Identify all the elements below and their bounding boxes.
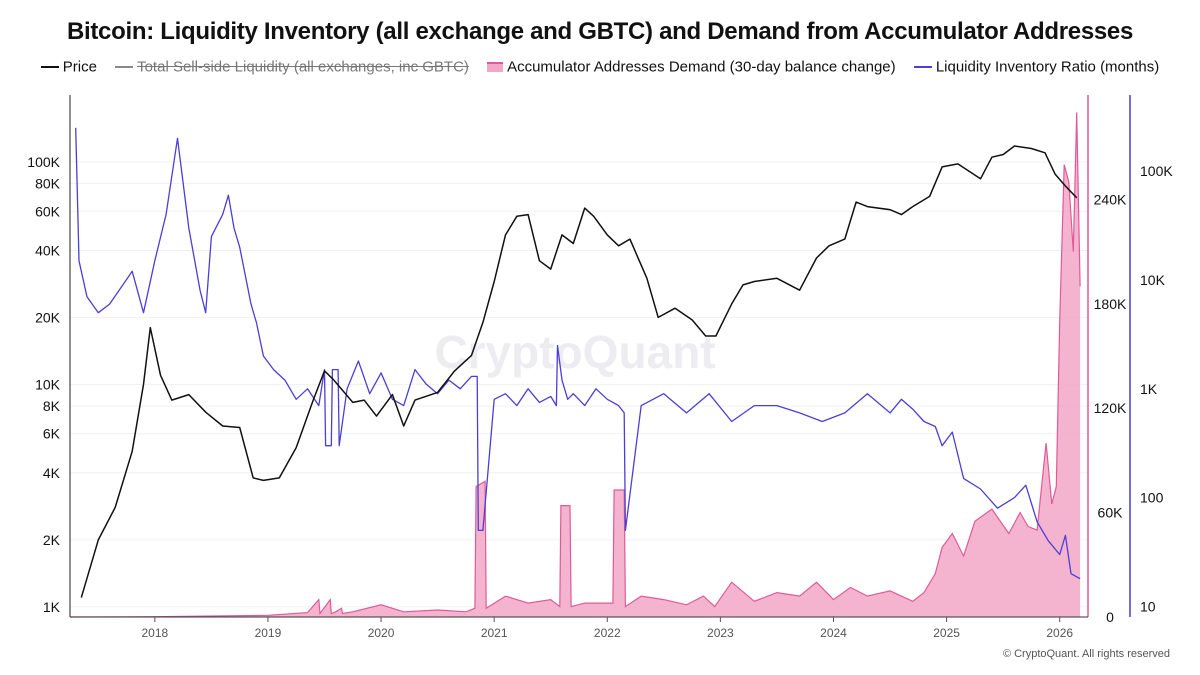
y-left-tick-6K: 6K — [43, 426, 61, 442]
y-right-outer-tick-100K: 100K — [1140, 163, 1173, 179]
legend-item-accumulator-demand[interactable]: Accumulator Addresses Demand (30-day bal… — [487, 58, 896, 76]
y-left-tick-80K: 80K — [35, 176, 61, 192]
inventory-ratio-series — [75, 127, 1081, 580]
watermark: CryptoQuant — [434, 326, 715, 378]
x-tick-2026: 2026 — [1046, 626, 1073, 640]
axes — [69, 95, 1131, 618]
y-right-inner-tick-60K: 60K — [1098, 505, 1124, 521]
y-right-inner-tick-0: 0 — [1106, 609, 1114, 625]
y-right-inner-tick-120K: 120K — [1094, 400, 1127, 416]
y-left-tick-100K: 100K — [27, 154, 60, 170]
legend-item-sell-side-liquidity[interactable]: Total Sell-side Liquidity (all exchanges… — [115, 58, 469, 76]
x-tick-2018: 2018 — [141, 626, 168, 640]
y-left-tick-1K: 1K — [43, 599, 61, 615]
y-right-inner-tick-240K: 240K — [1094, 191, 1127, 207]
y-left-tick-2K: 2K — [43, 532, 61, 548]
y-left-tick-4K: 4K — [43, 465, 61, 481]
x-tick-2022: 2022 — [594, 626, 621, 640]
legend-label-accumulator-demand: Accumulator Addresses Demand (30-day bal… — [507, 58, 896, 76]
y-right-outer-tick-100: 100 — [1140, 490, 1164, 506]
legend-item-price[interactable]: Price — [40, 58, 97, 76]
demand-area — [70, 112, 1081, 618]
chart-title: Bitcoin: Liquidity Inventory (all exchan… — [66, 18, 1134, 45]
y-left-ticks: 1K 2K 4K 6K 8K 10K 20K 40K 60K 80K 100K — [27, 154, 60, 615]
legend-item-inventory-ratio[interactable]: Liquidity Inventory Ratio (months) — [913, 58, 1160, 76]
y-left-tick-8K: 8K — [43, 398, 61, 414]
x-tick-2021: 2021 — [481, 626, 508, 640]
y-right-inner-ticks: 0 60K 120K 180K 240K — [1094, 191, 1127, 625]
y-left-tick-20K: 20K — [35, 309, 61, 325]
price-line — [80, 145, 1078, 598]
legend-swatch-inventory-ratio — [913, 66, 932, 69]
x-tick-2019: 2019 — [255, 626, 282, 640]
copyright-notice: © CryptoQuant. All rights reserved — [1002, 648, 1170, 660]
x-tick-2024: 2024 — [820, 626, 847, 640]
y-right-outer-tick-1K: 1K — [1140, 381, 1158, 397]
x-axis-ticks: 2018 2019 2020 2021 2022 2023 2024 2025 2026 — [141, 617, 1073, 640]
legend-swatch-accumulator-demand — [487, 62, 504, 73]
legend-label-inventory-ratio: Liquidity Inventory Ratio (months) — [935, 58, 1160, 76]
chart-legend: Price Total Sell-side Liquidity (all exc… — [0, 58, 1200, 76]
y-right-inner-tick-180K: 180K — [1094, 296, 1127, 312]
legend-swatch-sell-side-liquidity — [115, 66, 134, 69]
demand-series — [69, 112, 1081, 618]
inventory-ratio-line — [75, 127, 1081, 580]
y-right-outer-tick-10: 10 — [1140, 598, 1156, 614]
demand-line — [69, 112, 1081, 618]
price-series — [80, 145, 1078, 598]
x-tick-2020: 2020 — [368, 626, 395, 640]
x-tick-2023: 2023 — [707, 626, 734, 640]
y-right-outer-tick-10K: 10K — [1140, 272, 1166, 288]
legend-label-price: Price — [62, 58, 97, 76]
y-left-tick-40K: 40K — [35, 242, 61, 258]
y-left-tick-10K: 10K — [35, 376, 61, 392]
legend-swatch-price — [40, 66, 59, 69]
y-right-outer-ticks: 10 100 1K 10K 100K — [1140, 163, 1173, 614]
y-left-tick-60K: 60K — [35, 203, 61, 219]
gridlines — [70, 161, 1088, 608]
x-tick-2025: 2025 — [933, 626, 960, 640]
legend-label-sell-side-liquidity: Total Sell-side Liquidity (all exchanges… — [137, 58, 469, 76]
